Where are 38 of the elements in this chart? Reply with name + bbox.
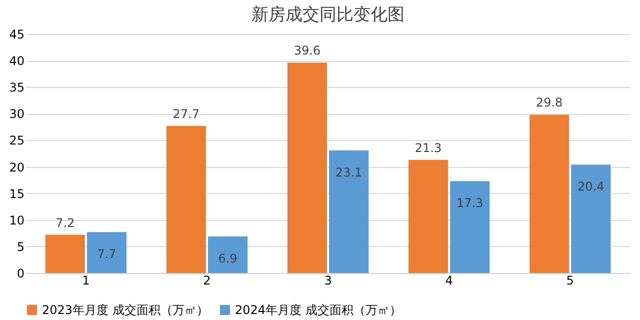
x-tick-label: 5 <box>566 274 574 288</box>
bar <box>208 236 248 273</box>
bar <box>287 62 327 273</box>
bar <box>530 114 570 273</box>
data-label: 6.9 <box>218 251 238 266</box>
y-tick-label: 25 <box>9 134 24 148</box>
bar <box>86 232 126 273</box>
x-tick-label: 2 <box>203 274 211 288</box>
legend-label: 2024年月度 成交面积（万㎡） <box>235 303 402 317</box>
data-label: 27.7 <box>172 106 200 121</box>
x-tick-label: 1 <box>82 274 90 288</box>
y-tick-label: 30 <box>9 107 24 122</box>
bar <box>329 150 369 273</box>
bar <box>408 160 448 273</box>
data-label: 29.8 <box>536 96 563 110</box>
y-tick-label: 40 <box>9 54 24 68</box>
legend-label: 2023年月度 成交面积（万㎡） <box>42 303 208 317</box>
data-label: 7.7 <box>97 247 116 262</box>
x-tick-label: 3 <box>324 274 332 288</box>
y-tick-label: 15 <box>9 186 24 201</box>
chart-title: 新房成交同比变化图 <box>252 5 404 25</box>
bar <box>166 126 206 273</box>
y-tick-label: 45 <box>9 28 24 42</box>
y-tick-label: 0 <box>16 266 24 280</box>
data-label: 23.1 <box>335 165 362 180</box>
data-label: 17.3 <box>456 196 484 210</box>
data-label: 20.4 <box>578 180 604 194</box>
y-tick-label: 35 <box>9 80 24 95</box>
data-label: 21.3 <box>414 140 442 155</box>
bar <box>450 181 490 273</box>
bar <box>571 164 611 273</box>
x-tick-label: 4 <box>445 274 453 288</box>
bar <box>45 234 85 273</box>
data-label: 7.2 <box>56 216 75 230</box>
data-label: 39.6 <box>294 44 321 58</box>
y-tick-label: 5 <box>16 240 24 254</box>
y-tick-label: 20 <box>9 160 24 174</box>
y-tick-label: 10 <box>9 213 24 228</box>
